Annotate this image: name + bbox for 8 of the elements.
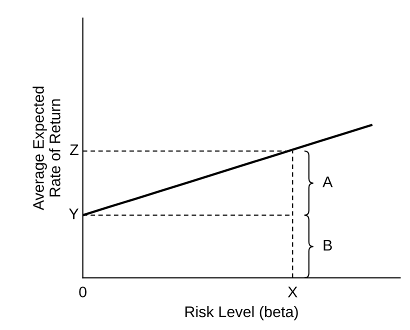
ref-line-label: Y (69, 208, 79, 220)
annotation: B (324, 240, 332, 250)
x-tick-label: X (288, 286, 298, 298)
y-axis-title: Average Expected Rate of Return (32, 86, 60, 210)
ref-line-label: Z (70, 144, 78, 156)
annotation: A (322, 176, 333, 188)
x-axis-title: Risk Level (beta) (185, 306, 298, 320)
x-tick-label: 0 (79, 286, 86, 298)
